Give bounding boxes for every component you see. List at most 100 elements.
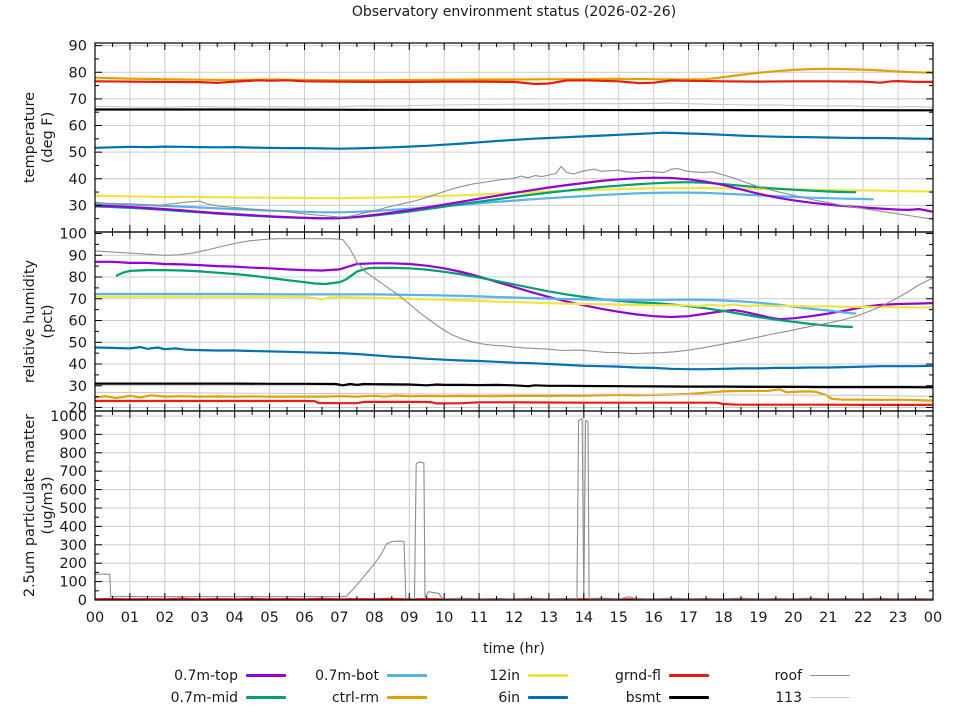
y-axis-label: relative humidity — [22, 259, 38, 383]
legend-line-swatch-icon — [387, 696, 427, 699]
x-tick-label: 12 — [505, 610, 523, 626]
x-tick-label: 05 — [260, 610, 278, 626]
y-tick-label: 700 — [59, 464, 87, 480]
x-tick-label: 00 — [86, 610, 104, 626]
legend-label: roof — [774, 667, 802, 684]
legend-line-swatch-icon — [387, 674, 427, 677]
panel-frame-2-5um-particulate-matter — [94, 410, 934, 601]
legend-line-swatch-icon — [810, 674, 850, 677]
x-tick-label: 01 — [121, 610, 139, 626]
series-line-0.7m-top-temperature — [95, 176, 933, 220]
y-tick-label: 40 — [69, 172, 87, 188]
y-tick-label: 600 — [59, 483, 87, 499]
series-line-0.7m-top-relative-humidity — [95, 260, 933, 321]
y-tick-label: 80 — [69, 65, 87, 81]
x-tick-label: 10 — [435, 610, 453, 626]
y-tick-label: 900 — [59, 427, 87, 443]
y-tick-label: 1000 — [50, 409, 87, 425]
y-tick-label: 30 — [69, 198, 87, 214]
legend-label: 0.7m-bot — [315, 667, 379, 684]
series-line-6in-temperature — [95, 131, 933, 150]
chart-legend: 0.7m-top 0.7m-mid 0.7m-bot ctrl-rm 12in … — [150, 667, 850, 706]
x-tick-label: 07 — [330, 610, 348, 626]
x-tick-label: 14 — [575, 610, 593, 626]
legend-line-swatch-icon — [246, 696, 286, 699]
y-tick-label: 100 — [59, 227, 87, 243]
x-tick-label: 20 — [784, 610, 802, 626]
y-axis-label: 2.5um particulate matter — [22, 414, 38, 597]
series-line-0.7m-bot-temperature — [95, 191, 874, 214]
x-tick-label: 00 — [924, 610, 942, 626]
series-line-12in-relative-humidity — [95, 295, 933, 309]
legend-label: bsmt — [625, 689, 661, 706]
legend-column: 12in 6in — [432, 667, 568, 706]
chart-plot-area: 30 40 50 60 70 80 90 temperature (deg F) 20 30 40 50… — [22, 39, 942, 626]
series-line-grnd-fl-relative-humidity — [95, 399, 933, 406]
legend-item: 12in — [432, 667, 568, 684]
y-tick-label: 0 — [78, 593, 87, 609]
legend-item: 0.7m-top — [150, 667, 286, 684]
legend-item: 6in — [432, 689, 568, 706]
y-tick-label: 80 — [69, 270, 87, 286]
x-axis-label: time (hr) — [483, 641, 545, 657]
series-line-bsmt-relative-humidity — [95, 382, 933, 389]
legend-label: 12in — [489, 667, 520, 684]
y-tick-label: 90 — [69, 39, 87, 55]
legend-column: grnd-fl bsmt — [573, 667, 709, 706]
y-tick-label: 200 — [59, 556, 87, 572]
y-tick-label: 100 — [59, 575, 87, 591]
legend-line-swatch-icon — [669, 696, 709, 699]
legend-column: roof 113 — [714, 667, 850, 706]
series-line-roof-temperature — [95, 165, 933, 220]
x-tick-label: 16 — [644, 610, 662, 626]
y-tick-label: 30 — [69, 379, 87, 395]
series-line-grnd-fl-temperature — [95, 79, 933, 86]
x-tick-label: 23 — [889, 610, 907, 626]
series-line-roof-2-5um-particulate-matter — [95, 418, 933, 600]
series-line-roof-relative-humidity — [95, 238, 933, 355]
y-tick-label: 60 — [69, 314, 87, 330]
legend-item: grnd-fl — [573, 667, 709, 684]
legend-label: 6in — [498, 689, 520, 706]
legend-line-swatch-icon — [528, 696, 568, 699]
x-tick-label: 11 — [470, 610, 488, 626]
y-tick-label: 500 — [59, 501, 87, 517]
legend-line-swatch-icon — [528, 674, 568, 677]
legend-line-swatch-icon — [669, 674, 709, 677]
legend-item: 0.7m-mid — [150, 689, 286, 706]
y-axis-label: (ug/m3) — [40, 477, 56, 535]
series-line-ctrl-rm-relative-humidity — [95, 388, 933, 402]
y-tick-label: 60 — [69, 119, 87, 135]
y-tick-label: 70 — [69, 292, 87, 308]
legend-label: 0.7m-mid — [170, 689, 238, 706]
legend-item: roof — [714, 667, 850, 684]
series-line-0.7m-bot-relative-humidity — [95, 292, 857, 315]
series-line-6in-relative-humidity — [95, 346, 933, 371]
series-line-113-temperature — [95, 102, 933, 108]
x-tick-label: 02 — [156, 610, 174, 626]
series-line-0.7m-mid-relative-humidity — [115, 266, 853, 329]
legend-column: 0.7m-bot ctrl-rm — [291, 667, 427, 706]
x-tick-label: 03 — [191, 610, 209, 626]
legend-line-swatch-icon — [246, 674, 286, 677]
series-line-113-relative-humidity — [95, 391, 933, 397]
legend-item: bsmt — [573, 689, 709, 706]
x-tick-label: 06 — [295, 610, 313, 626]
y-axis-label: temperature — [22, 92, 38, 183]
x-tick-label: 21 — [819, 610, 837, 626]
x-tick-label: 09 — [400, 610, 418, 626]
x-tick-label: 04 — [225, 610, 243, 626]
x-tick-label: 08 — [365, 610, 383, 626]
series-line-bsmt-temperature — [95, 108, 933, 112]
x-tick-label: 15 — [610, 610, 628, 626]
y-tick-label: 50 — [69, 335, 87, 351]
x-tick-label: 13 — [540, 610, 558, 626]
x-tick-label: 18 — [714, 610, 732, 626]
legend-column: 0.7m-top 0.7m-mid — [150, 667, 286, 706]
y-tick-label: 800 — [59, 446, 87, 462]
y-axis-label: (deg F) — [40, 112, 56, 164]
legend-item: 113 — [714, 689, 850, 706]
y-tick-label: 70 — [69, 92, 87, 108]
legend-label: 0.7m-top — [174, 667, 238, 684]
